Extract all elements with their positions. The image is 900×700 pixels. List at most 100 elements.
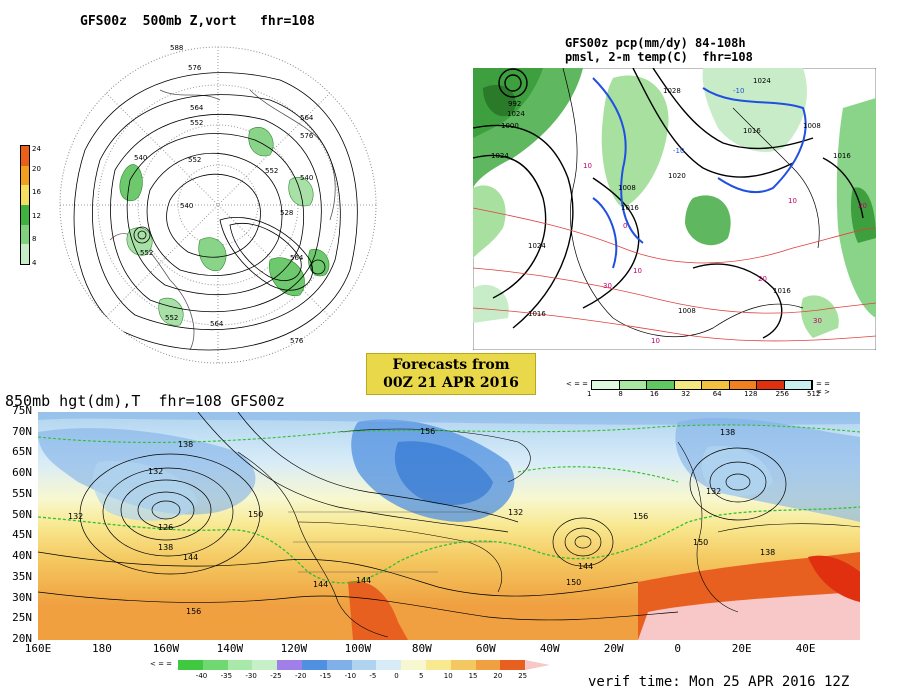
isobar-label: 1016 — [621, 204, 639, 212]
lon-label: 160W — [152, 642, 180, 655]
contour-label: 552 — [140, 249, 153, 257]
colorbar-swatch — [178, 660, 203, 670]
colorbar-label: -15 — [319, 672, 332, 680]
temp-label: 10 — [651, 337, 660, 345]
temp-label: 10 — [633, 267, 642, 275]
colorbar-swatch — [525, 660, 550, 670]
lat-label: 25N — [12, 611, 32, 625]
height-label: 156 — [420, 427, 435, 436]
colorbar-swatch — [277, 660, 302, 670]
panel-precip-map: 1024 1024 1008 1016 1000 992 1016 1024 1… — [473, 68, 876, 350]
isobar-label: 992 — [508, 100, 521, 108]
colorbar-label: 10 — [443, 672, 453, 680]
height-label: 150 — [566, 578, 581, 587]
colorbar-label: 20 — [493, 672, 503, 680]
isobar-label: 1008 — [678, 307, 696, 315]
temp-label: 10 — [788, 197, 797, 205]
height-label: 150 — [693, 538, 708, 547]
height-label: 138 — [178, 440, 193, 449]
temp-label: 30 — [813, 317, 822, 325]
panel-850mb-map: 138 132 132 126 138 144 150 156 144 144 … — [38, 412, 860, 640]
lat-label: 60N — [12, 466, 32, 480]
colorbar-label: 8 — [618, 390, 623, 398]
height-label: 144 — [183, 553, 198, 562]
colorbar-label: -30 — [245, 672, 257, 680]
colorbar-label: -5 — [369, 672, 377, 680]
lat-label: 55N — [12, 486, 32, 500]
temp-label: 20 — [858, 202, 867, 210]
colorbar-label: 5 — [419, 672, 424, 680]
lon-label: 120W — [280, 642, 308, 655]
temp-label: 0 — [623, 222, 627, 230]
contour-label: 576 — [290, 337, 304, 345]
lon-label: 160E — [24, 642, 52, 655]
colorbar-label: 4 — [32, 259, 37, 267]
lat-label: 35N — [12, 569, 32, 583]
colorbar-swatch — [376, 660, 402, 670]
colorbar-swatch — [21, 205, 29, 225]
contour-label: 528 — [280, 209, 293, 217]
isobar-label: 1000 — [501, 122, 519, 130]
isobar-label: 1016 — [773, 287, 791, 295]
contour-label: 552 — [265, 167, 278, 175]
colorbar-label: 16 — [32, 188, 41, 197]
colorbar-label: 24 — [32, 145, 41, 153]
colorbar-swatch — [784, 381, 812, 389]
colorbar-label: 64 — [712, 390, 722, 398]
lat-label: 70N — [12, 424, 32, 438]
colorbar-swatch — [21, 165, 29, 186]
colorbar-label: 1 — [587, 390, 592, 398]
lon-label: 40E — [795, 642, 816, 655]
colorbar-swatch — [21, 185, 29, 206]
height-label: 138 — [158, 543, 173, 552]
height-label: 144 — [578, 562, 593, 571]
colorbar-label: 25 — [518, 672, 528, 680]
colorbar-swatch — [450, 660, 476, 670]
colorbar-swatch — [351, 660, 377, 670]
height-label: 138 — [720, 428, 735, 437]
lon-label: 40W — [539, 642, 560, 655]
colorbar-swatch — [252, 660, 278, 670]
colorbar-label: 32 — [681, 390, 691, 398]
lat-label: 40N — [12, 549, 32, 563]
contour-label: 540 — [134, 154, 147, 162]
lon-label: 60W — [475, 642, 496, 655]
contour-label: 564 — [190, 104, 204, 112]
lat-label: 75N — [12, 404, 32, 417]
isobar-label: 1016 — [833, 152, 851, 160]
lon-label: 80W — [411, 642, 432, 655]
contour-label: 540 — [300, 174, 313, 182]
isobar-label: 1024 — [753, 77, 771, 85]
forecast-init-time: 00Z 21 APR 2016 — [383, 375, 519, 391]
height-label: 126 — [158, 523, 173, 532]
lon-label: 180 — [92, 642, 112, 655]
colorbar-label: 0 — [394, 672, 399, 680]
height-label: 132 — [68, 512, 83, 521]
contour-label: 564 — [210, 320, 224, 328]
colorbar-label: -25 — [270, 672, 282, 680]
lat-label: 30N — [12, 590, 32, 604]
lon-label: 140W — [216, 642, 244, 655]
colorbar-swatch — [21, 224, 29, 245]
contour-label: 552 — [190, 119, 203, 127]
lon-label: 20W — [603, 642, 624, 655]
panel-500mb-map: 588 576 564 552 540 552 564 576 552 540 … — [59, 44, 377, 364]
colorbar-label: 128 — [744, 390, 758, 398]
height-label: 132 — [148, 467, 163, 476]
colorbar-label: 8 — [32, 235, 37, 244]
panel-500mb-title: GFS00z 500mb Z,vort fhr=108 — [80, 14, 315, 29]
colorbar-label: -40 — [195, 672, 208, 680]
lon-label: 100W — [344, 642, 372, 655]
colorbar-swatch — [21, 244, 29, 265]
colorbar-swatch — [401, 660, 426, 670]
colorbar-label: 512 — [807, 390, 821, 398]
contour-label: 588 — [170, 44, 183, 52]
panel-precip-title-2: pmsl, 2-m temp(C) fhr=108 — [565, 50, 753, 64]
panel-850mb-lon-axis: 160E 180 160W 140W 120W 100W 80W 60W 40W 20W 0 20E 4… — [18, 642, 868, 656]
lon-label: 0 — [674, 642, 681, 655]
colorbar-label: 20 — [32, 164, 41, 173]
contour-label: 564 — [300, 114, 314, 122]
contour-label: 552 — [165, 314, 178, 322]
colorbar-label: -10 — [344, 672, 357, 680]
colorbar-label: 256 — [775, 390, 789, 398]
